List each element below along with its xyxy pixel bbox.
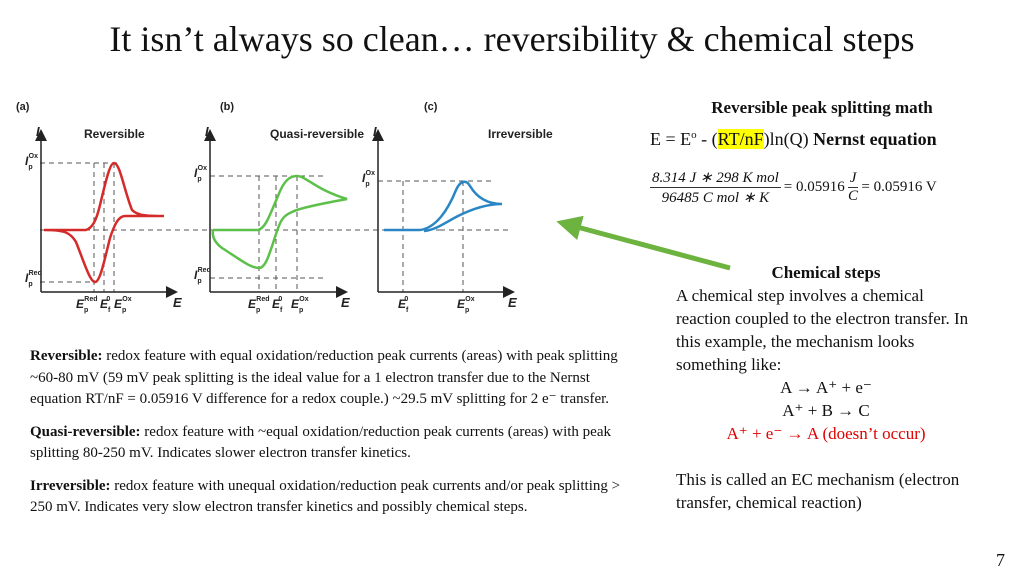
axes — [35, 129, 515, 298]
x-label-ef-0: Ef0 — [100, 296, 111, 314]
green-arrow — [556, 215, 731, 271]
term: Quasi-reversible: — [30, 423, 141, 440]
definition: redox feature with equal oxidation/reduc… — [30, 348, 618, 407]
x-label-ep-ox: EpOx — [291, 296, 309, 314]
tick-labels: IpOx IpRed IpOx IpRed IpOx EpRed Ef0 EpO… — [25, 153, 475, 314]
math-heading: Reversible peak splitting math — [711, 98, 933, 117]
quasi-reversible-curve — [211, 174, 348, 270]
eq-part: - ( — [696, 129, 718, 149]
chem-footer: This is called an EC mechanism (electron… — [676, 470, 960, 512]
axis-y-label: I — [36, 124, 40, 139]
definition: redox feature with ~equal oxidation/redu… — [30, 423, 611, 462]
panel-tag-a: (a) — [16, 101, 30, 113]
term: Irreversible: — [30, 477, 111, 494]
eq-sup: o — [691, 129, 697, 141]
definition-reversible: Reversible: redox feature with equal oxi… — [30, 346, 630, 411]
y-label-ip-ox: IpOx — [194, 165, 207, 183]
reaction-3: A⁺ + e⁻ → A (doesn’t occur) — [726, 424, 926, 443]
highlighted-rt-nf: RT/nF — [717, 129, 764, 149]
axis-x-label: E — [173, 295, 182, 310]
x-label-ep-red: EpRed — [248, 296, 270, 314]
rt-nf-calculation: 8.314 J ∗ 298 K mol 96485 C mol ∗ K = 0.0… — [650, 168, 937, 207]
nernst-label: Nernst equation — [813, 129, 937, 149]
x-label-ef-0: Ef0 — [272, 296, 283, 314]
x-label-ep-ox: EpOx — [457, 296, 475, 314]
definition: redox feature with unequal oxidation/red… — [30, 477, 621, 516]
irreversible-curve — [384, 180, 503, 233]
unit-denominator: C — [848, 188, 859, 204]
slide-title: It isn’t always so clean… reversibility … — [109, 19, 915, 59]
unit-numerator: J — [847, 170, 859, 188]
definition-irreversible: Irreversible: redox feature with unequal… — [30, 476, 630, 519]
x-label-ep-ox: EpOx — [114, 296, 132, 314]
cv-figure: (a) (b) (c) Reversible Quasi-reversible … — [16, 101, 731, 314]
reversible-curve — [43, 161, 165, 284]
panel-tag-b: (b) — [220, 101, 234, 113]
chem-heading: Chemical steps — [771, 263, 881, 282]
panel-title-b: Quasi-reversible — [270, 127, 364, 141]
y-label-ip-ox: IpOx — [25, 153, 38, 171]
dashed-guides — [40, 162, 510, 292]
nernst-equation: E = Eo - (RT/nF)ln(Q) Nernst equation — [650, 129, 937, 150]
x-label-ef-0: Ef0 — [398, 296, 409, 314]
axis-y-label: I — [373, 124, 377, 139]
x-label-ep-red: EpRed — [76, 296, 98, 314]
numerator: 8.314 J ∗ 298 K mol — [650, 170, 781, 188]
eq-part: )ln(Q) — [763, 129, 814, 149]
definition-quasi-reversible: Quasi-reversible: redox feature with ~eq… — [30, 422, 630, 465]
result-1: = 0.05916 — [783, 179, 845, 195]
panel-tag-c: (c) — [424, 101, 438, 113]
page-number: 7 — [996, 550, 1005, 570]
reaction-2: A⁺ + B → C — [782, 401, 870, 420]
term: Reversible: — [30, 348, 103, 364]
reversibility-definitions: Reversible: redox feature with equal oxi… — [30, 346, 630, 530]
axis-x-label: E — [508, 295, 517, 310]
panel-title-c: Irreversible — [488, 127, 553, 141]
axis-x-label: E — [341, 295, 350, 310]
denominator: 96485 C mol ∗ K — [661, 190, 770, 206]
chemical-steps-section: Chemical steps A chemical step involves … — [676, 261, 976, 514]
axis-y-label: I — [205, 124, 209, 139]
result-2: = 0.05916 V — [861, 179, 937, 195]
y-label-ip-red: IpRed — [194, 267, 211, 285]
y-label-ip-red: IpRed — [25, 270, 42, 288]
panel-title-a: Reversible — [84, 127, 145, 141]
chem-body: A chemical step involves a chemical reac… — [676, 286, 969, 374]
y-label-ip-ox: IpOx — [362, 170, 375, 188]
eq-part: E = E — [650, 129, 692, 149]
reaction-1: A → A⁺ + e⁻ — [780, 378, 872, 397]
